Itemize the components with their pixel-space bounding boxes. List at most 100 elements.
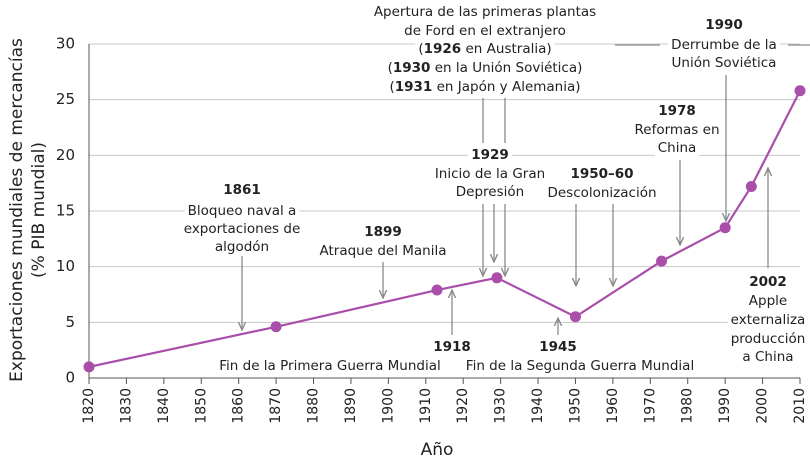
x-tick-label: 2010	[792, 388, 808, 424]
annotation-line: 1929	[471, 147, 509, 163]
annotation-text: en la Unión Soviética)	[430, 60, 582, 76]
annotation-text: 1926	[424, 41, 462, 57]
annotation-line: (1931 en Japón y Alemania)	[389, 79, 580, 95]
annotation-text: 1990	[705, 17, 743, 33]
annotation-text: Atraque del Manila	[319, 243, 446, 259]
x-tick-label: 1840	[156, 388, 172, 424]
y-tick-label: 0	[65, 369, 75, 387]
x-tick-label: 1900	[380, 388, 396, 424]
annotation-text: 1931	[395, 79, 433, 95]
x-tick-label: 1830	[118, 388, 134, 424]
annotation-text: externaliza	[731, 312, 806, 328]
label-bg	[631, 122, 723, 138]
annotation-line: algodón	[215, 239, 269, 255]
x-tick-label: 1820	[81, 388, 97, 424]
label-bg	[462, 358, 698, 374]
annotation-line: Inicio de la Gran	[435, 166, 545, 182]
annotation-line: (1926 en Australia)	[418, 41, 551, 57]
annotation-text: exportaciones de	[184, 221, 301, 237]
plot	[83, 85, 806, 373]
annotation-text: Unión Soviética	[672, 55, 777, 71]
x-tick-label: 1870	[268, 388, 284, 424]
annotation-text: 1950–60	[570, 166, 633, 182]
x-tick-label: 1920	[455, 388, 471, 424]
label-bg	[401, 23, 569, 39]
annotation-line: 1918	[433, 339, 471, 355]
annotation-line: Apple	[749, 293, 787, 309]
annotation-line: 1899	[364, 224, 402, 240]
annotation-line: 1945	[539, 339, 577, 355]
data-point	[745, 181, 757, 193]
label-bg	[430, 339, 474, 355]
label-bg	[211, 239, 273, 255]
labels: 0 5 10 15 20 25 30 1820 1830 1840 1850 1860 1870 1880…	[56, 4, 809, 424]
data-point	[83, 361, 95, 373]
x-tick-label: 1980	[680, 388, 696, 424]
x-tick-label: 2000	[755, 388, 771, 424]
y-tick-label: 15	[56, 202, 75, 220]
annotation-line: exportaciones de	[184, 221, 301, 237]
label-bg	[220, 182, 264, 198]
data-point	[431, 284, 443, 296]
x-tick-label: 1960	[605, 388, 621, 424]
annotation-line: China	[658, 140, 697, 156]
label-bg	[727, 331, 809, 347]
label-bg	[316, 243, 450, 259]
annotation-line: 1861	[223, 182, 261, 198]
label-bg	[431, 166, 549, 182]
data-point	[569, 311, 581, 323]
label-bg	[184, 203, 300, 219]
label-bg	[739, 349, 797, 365]
x-tick-label: 1950	[567, 388, 583, 424]
annotation-text: China	[658, 140, 697, 156]
data-point	[656, 255, 668, 267]
data-point	[719, 222, 731, 234]
annotation-line: Reformas en	[634, 122, 719, 138]
annotation-text: 1899	[364, 224, 402, 240]
annotation-text: Descolonización	[547, 185, 656, 201]
label-bg	[386, 79, 584, 95]
annotation-arrows	[242, 44, 810, 335]
label-bg	[452, 184, 528, 200]
annotation-text: Fin de la Primera Guerra Mundial	[219, 358, 441, 374]
annotation-text: 1929	[471, 147, 509, 163]
annotation-line: Descolonización	[547, 185, 656, 201]
y-tick-label: 5	[65, 313, 75, 331]
annotation-text: 2002	[749, 274, 787, 290]
annotation-text: algodón	[215, 239, 269, 255]
label-bg	[370, 4, 600, 20]
annotation-text: Apple	[749, 293, 787, 309]
annotation-line: 1990	[705, 17, 743, 33]
annotation-text: (	[388, 60, 393, 76]
x-tick-label: 1860	[231, 388, 247, 424]
label-bg	[745, 293, 791, 309]
annotation-text: (	[389, 79, 394, 95]
annotation-line: Depresión	[456, 184, 524, 200]
label-bg	[468, 147, 512, 163]
label-bg	[668, 37, 780, 53]
annotation-text: 1918	[433, 339, 471, 355]
annotation-line: Apertura de las primeras plantas	[374, 4, 596, 20]
annotation-text: de Ford en el extranjero	[404, 23, 566, 39]
annotation-line: (1930 en la Unión Soviética)	[388, 60, 583, 76]
annotation-line: a China	[742, 349, 793, 365]
data-point	[794, 85, 806, 97]
annotation-text: 1861	[223, 182, 261, 198]
annotation-text: Derrumbe de la	[671, 37, 777, 53]
x-tick-label: 1890	[343, 388, 359, 424]
x-tick-label: 1880	[306, 388, 322, 424]
annotation-text: 1978	[658, 103, 696, 119]
data-point	[491, 272, 503, 284]
annotation-text: Fin de la Segunda Guerra Mundial	[466, 358, 694, 374]
label-bg	[655, 103, 699, 119]
annotation-text: Bloqueo naval a	[188, 203, 297, 219]
annotation-text: producción	[731, 331, 806, 347]
annotation-text: Inicio de la Gran	[435, 166, 545, 182]
label-bg	[654, 140, 700, 156]
annotation-line: 2002	[749, 274, 787, 290]
label-bg	[544, 185, 660, 201]
annotation-line: 1978	[658, 103, 696, 119]
annotation-line: de Ford en el extranjero	[404, 23, 566, 39]
x-tick-label: 1990	[717, 388, 733, 424]
annotation-line: producción	[731, 331, 806, 347]
